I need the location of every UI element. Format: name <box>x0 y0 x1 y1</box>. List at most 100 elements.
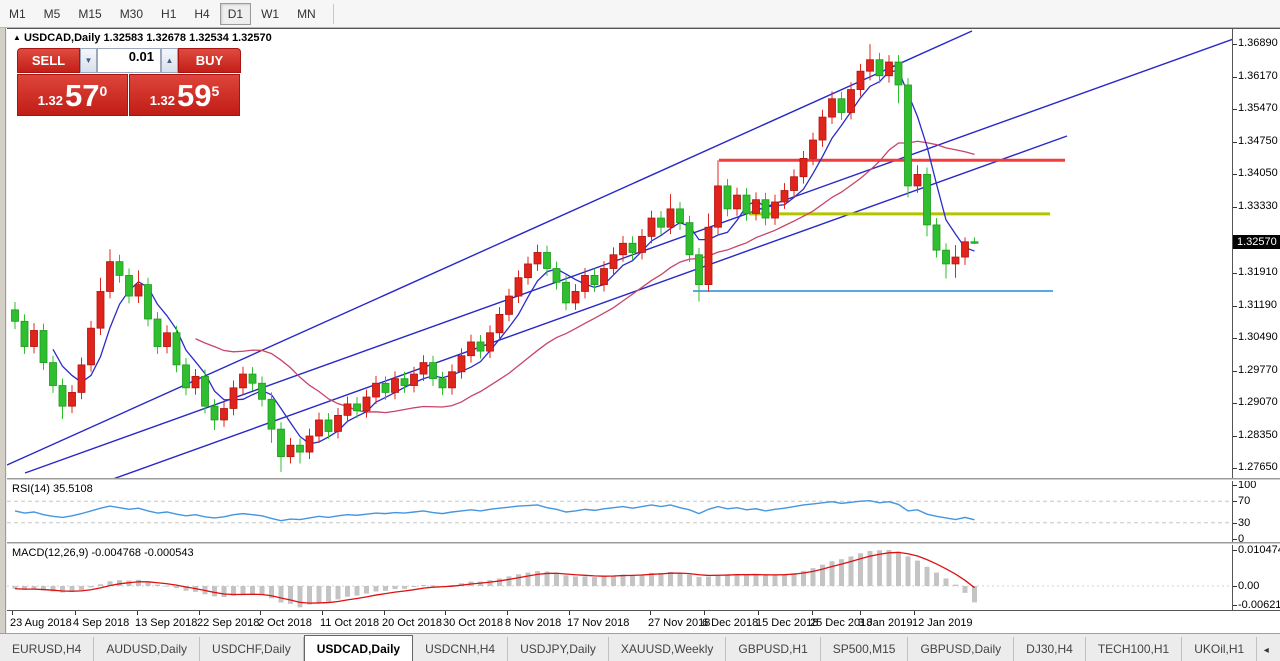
tab-scroll-left-icon[interactable]: ◂ <box>1263 644 1269 656</box>
date-axis-label: 11 Oct 2018 <box>320 617 380 629</box>
timeframe-button-m30[interactable]: M30 <box>119 6 144 21</box>
tab-scroll-right-icon[interactable]: ▸ <box>1275 639 1280 661</box>
date-axis-tick <box>137 611 138 615</box>
price-axis-tick <box>1233 174 1237 176</box>
macd-axis-tick <box>1233 550 1237 551</box>
chart-tab-usdcad-daily[interactable]: USDCAD,Daily <box>303 635 414 661</box>
macd-axis-label: 0.00 <box>1238 580 1260 592</box>
chart-tab-gbpusd-h1[interactable]: GBPUSD,H1 <box>726 637 821 661</box>
date-axis-tick <box>12 611 13 615</box>
quote-low: 1.32534 <box>189 32 229 44</box>
price-axis-tick <box>1233 468 1237 470</box>
rsi-indicator-pane[interactable]: RSI(14) 35.5108 <box>7 481 1232 542</box>
price-axis-label: 1.36170 <box>1238 70 1278 83</box>
price-axis-tick <box>1233 109 1237 111</box>
rsi-axis-tick <box>1233 522 1237 524</box>
price-axis-label: 1.28350 <box>1238 429 1278 442</box>
pane-splitter[interactable] <box>7 478 1280 481</box>
date-axis-tick <box>384 611 385 615</box>
volume-increase-icon[interactable]: ▲ <box>161 48 178 73</box>
price-chart-pane[interactable]: ▲ USDCAD,Daily 1.32583 1.32678 1.32534 1… <box>7 28 1232 478</box>
date-axis-label: 13 Sep 2018 <box>135 617 198 629</box>
date-axis-label: 22 Sep 2018 <box>197 617 260 629</box>
chart-tab-bar: EURUSD,H4 AUDUSD,Daily USDCHF,Daily USDCAD,… <box>0 633 1280 661</box>
chart-tab-tech100-h1[interactable]: TECH100,H1 <box>1086 637 1183 661</box>
timeframe-button-w1[interactable]: W1 <box>261 6 280 21</box>
chart-symbol: USDCAD,Daily <box>23 32 101 44</box>
rsi-axis-label: 100 <box>1238 481 1257 491</box>
chart-tab-ukoil-h1[interactable]: UKOil,H1 <box>1182 637 1258 661</box>
sell-price-base: 1.32 <box>37 93 64 108</box>
macd-indicator-pane[interactable]: MACD(12,26,9) -0.004768 -0.000543 <box>7 545 1232 610</box>
price-axis-tick <box>1233 77 1237 79</box>
price-axis-label: 1.27650 <box>1238 461 1278 474</box>
rsi-axis-tick <box>1233 501 1237 503</box>
date-axis-label: 6 Dec 2018 <box>702 617 759 629</box>
date-axis-label: 3 Jan 2019 <box>858 617 913 629</box>
chart-tab-xauusd-weekly[interactable]: XAUUSD,Weekly <box>609 637 727 661</box>
price-axis-label: 1.29770 <box>1238 363 1278 376</box>
chart-tab-usdchf-daily[interactable]: USDCHF,Daily <box>200 637 304 661</box>
price-axis-tick <box>1233 207 1237 209</box>
macd-label: MACD(12,26,9) -0.004768 -0.000543 <box>12 547 194 559</box>
chart-tab-usdjpy-daily[interactable]: USDJPY,Daily <box>508 637 609 661</box>
buy-price-big: 59 <box>177 78 212 113</box>
collapse-panel-icon[interactable]: ▲ <box>13 33 21 42</box>
timeframe-button-m1[interactable]: M1 <box>9 6 26 21</box>
sell-price-big: 57 <box>65 78 100 113</box>
date-axis-tick <box>860 611 861 615</box>
window-left-edge <box>0 28 7 633</box>
chart-tab-eurusd-h4[interactable]: EURUSD,H4 <box>0 637 95 661</box>
buy-price-sup: 5 <box>211 83 220 99</box>
date-axis-tick <box>914 611 915 615</box>
chart-tab-gbpusd-daily[interactable]: GBPUSD,Daily <box>908 637 1015 661</box>
timeframe-button-m5[interactable]: M5 <box>43 6 61 21</box>
one-click-trading-panel: SELL ▼ 0.01 ▲ BUY 1.32 57 0 1.32 59 5 <box>17 48 241 116</box>
chart-tab-sp500-m15[interactable]: SP500,M15 <box>821 637 909 661</box>
volume-decrease-icon[interactable]: ▼ <box>80 48 97 73</box>
pane-splitter[interactable] <box>7 542 1280 545</box>
price-axis: 1.36890 1.36170 1.35470 1.34750 1.34050 1.333… <box>1232 28 1280 478</box>
date-axis-tick <box>569 611 570 615</box>
timeframe-button-h4[interactable]: H4 <box>194 6 210 21</box>
macd-axis-label: -0.006218 <box>1238 599 1280 610</box>
rsi-plot <box>7 499 1232 524</box>
price-axis-label: 1.33330 <box>1238 200 1278 213</box>
chart-tab-dj30-h4[interactable]: DJ30,H4 <box>1014 637 1086 661</box>
date-axis-tick <box>704 611 705 615</box>
date-axis-label: 15 Dec 2018 <box>756 617 819 629</box>
price-axis-tick <box>1233 370 1237 372</box>
timeframe-button-d1[interactable]: D1 <box>219 2 252 25</box>
date-axis-label: 30 Oct 2018 <box>443 617 503 629</box>
candlestick-chart[interactable] <box>7 29 1232 478</box>
date-axis-tick <box>812 611 813 615</box>
date-axis-tick <box>260 611 261 615</box>
volume-input[interactable]: 0.01 <box>97 48 161 73</box>
price-axis-tick <box>1233 436 1237 438</box>
date-axis-tick <box>75 611 76 615</box>
rsi-axis-label: 70 <box>1238 495 1251 508</box>
timeframe-button-m15[interactable]: M15 <box>78 6 102 21</box>
rsi-axis: 100 70 30 0 <box>1232 481 1280 542</box>
rsi-label: RSI(14) 35.5108 <box>12 483 93 495</box>
price-axis-label: 1.30490 <box>1238 330 1278 343</box>
timeframe-button-h1[interactable]: H1 <box>161 6 177 21</box>
price-axis-tick <box>1233 402 1237 404</box>
buy-price-display[interactable]: 1.32 59 5 <box>129 74 240 116</box>
timeframe-button-mn[interactable]: MN <box>297 6 316 21</box>
sell-button[interactable]: SELL <box>17 48 80 73</box>
price-axis-tick <box>1233 44 1237 46</box>
date-axis-tick <box>445 611 446 615</box>
chart-tab-audusd-daily[interactable]: AUDUSD,Daily <box>94 637 201 661</box>
date-axis-label: 20 Oct 2018 <box>382 617 442 629</box>
buy-button[interactable]: BUY <box>178 48 241 73</box>
sell-price-display[interactable]: 1.32 57 0 <box>17 74 128 116</box>
current-price-badge: 1.32570 <box>1233 235 1280 250</box>
price-axis-label: 1.31190 <box>1238 298 1277 311</box>
quote-high: 1.32678 <box>146 32 187 44</box>
quote-open: 1.32583 <box>103 32 144 44</box>
rsi-axis-tick <box>1233 539 1237 540</box>
rsi-axis-label: 0 <box>1238 533 1245 542</box>
chart-tab-usdcnh-h4[interactable]: USDCNH,H4 <box>413 637 509 661</box>
